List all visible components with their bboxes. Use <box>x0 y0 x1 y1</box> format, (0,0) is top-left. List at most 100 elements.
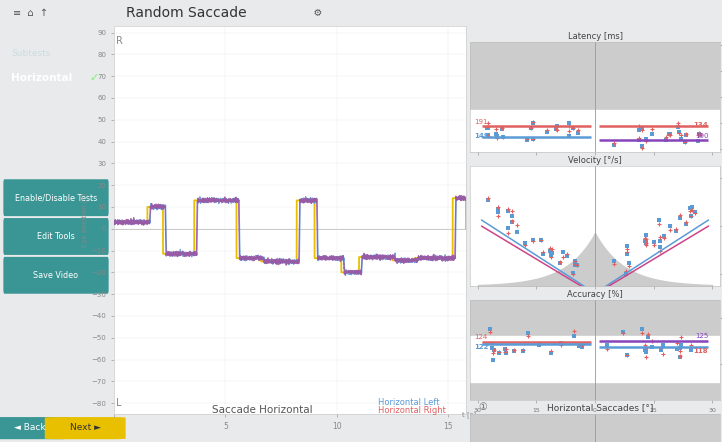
Point <box>653 217 664 224</box>
Point <box>675 333 687 340</box>
Point <box>608 139 619 146</box>
Point <box>642 333 653 340</box>
Point <box>527 236 539 243</box>
Point <box>673 119 684 126</box>
Bar <box>470 336 720 382</box>
Point <box>680 130 692 137</box>
Point <box>617 329 628 336</box>
Point <box>503 205 514 212</box>
Point <box>525 125 536 132</box>
Point <box>545 252 557 259</box>
Point <box>609 258 620 265</box>
Point <box>640 343 651 350</box>
Point <box>640 348 652 355</box>
Point <box>492 212 504 219</box>
Point <box>511 222 523 229</box>
Y-axis label: Eye position [°]: Eye position [°] <box>82 193 89 247</box>
Point <box>640 231 652 238</box>
Point <box>487 345 498 352</box>
Point <box>661 133 672 140</box>
Point <box>622 246 633 253</box>
Point <box>564 122 575 130</box>
Point <box>569 258 580 265</box>
Point <box>674 211 686 218</box>
Point <box>533 342 544 349</box>
Point <box>500 350 512 357</box>
Point <box>492 206 504 213</box>
FancyBboxPatch shape <box>4 179 108 216</box>
Point <box>658 342 669 349</box>
Point <box>622 242 633 249</box>
Text: 190: 190 <box>695 133 708 139</box>
Point <box>664 226 676 233</box>
Point <box>528 118 539 126</box>
Point <box>555 341 567 348</box>
Text: 134: 134 <box>694 122 708 128</box>
Point <box>639 347 651 354</box>
Point <box>684 208 696 215</box>
Point <box>680 220 692 227</box>
Point <box>601 342 613 349</box>
Point <box>646 343 658 351</box>
Point <box>487 350 499 357</box>
Point <box>673 123 684 130</box>
Text: ≡  ⌂  ↑: ≡ ⌂ ↑ <box>13 8 48 18</box>
Point <box>544 248 556 255</box>
Text: Enable/Disable Tests: Enable/Disable Tests <box>15 193 97 202</box>
Point <box>499 349 510 356</box>
Point <box>679 138 691 145</box>
Point <box>567 270 578 277</box>
Point <box>506 218 518 225</box>
Point <box>576 341 588 348</box>
Text: 191: 191 <box>474 118 487 125</box>
Point <box>554 259 566 267</box>
Title: Latency [ms]: Latency [ms] <box>567 32 622 41</box>
Point <box>545 350 557 357</box>
Point <box>545 253 557 260</box>
Text: 149: 149 <box>474 133 489 139</box>
Point <box>482 132 493 139</box>
Point <box>567 125 579 132</box>
Point <box>689 209 700 216</box>
Point <box>522 329 534 336</box>
Point <box>492 203 504 210</box>
Point <box>646 126 658 133</box>
Point <box>493 350 505 357</box>
Point <box>623 259 635 267</box>
Point <box>676 132 687 139</box>
Title: Velocity [°/s]: Velocity [°/s] <box>568 156 622 165</box>
Point <box>640 242 651 249</box>
Point <box>639 342 651 349</box>
Point <box>542 127 553 134</box>
Point <box>503 207 514 214</box>
Point <box>535 236 547 244</box>
Point <box>674 354 686 361</box>
Point <box>684 205 696 212</box>
Point <box>507 212 518 219</box>
Text: Next ►: Next ► <box>70 423 100 433</box>
Point <box>665 131 677 138</box>
Point <box>492 208 504 215</box>
Point <box>563 133 575 140</box>
Point <box>561 252 573 259</box>
Point <box>491 134 503 141</box>
Point <box>680 131 692 138</box>
Point <box>640 136 651 143</box>
Point <box>490 130 502 137</box>
Point <box>557 248 568 255</box>
Point <box>639 235 651 242</box>
FancyBboxPatch shape <box>0 417 70 439</box>
Point <box>503 229 514 236</box>
Point <box>636 126 648 133</box>
Point <box>496 125 508 132</box>
Point <box>623 263 635 270</box>
Point <box>497 134 509 141</box>
Point <box>636 325 648 332</box>
Point <box>664 130 675 137</box>
Point <box>521 136 532 143</box>
Point <box>621 268 632 275</box>
Point <box>506 217 518 224</box>
Point <box>573 343 585 350</box>
Point <box>640 137 651 144</box>
Point <box>679 138 691 145</box>
